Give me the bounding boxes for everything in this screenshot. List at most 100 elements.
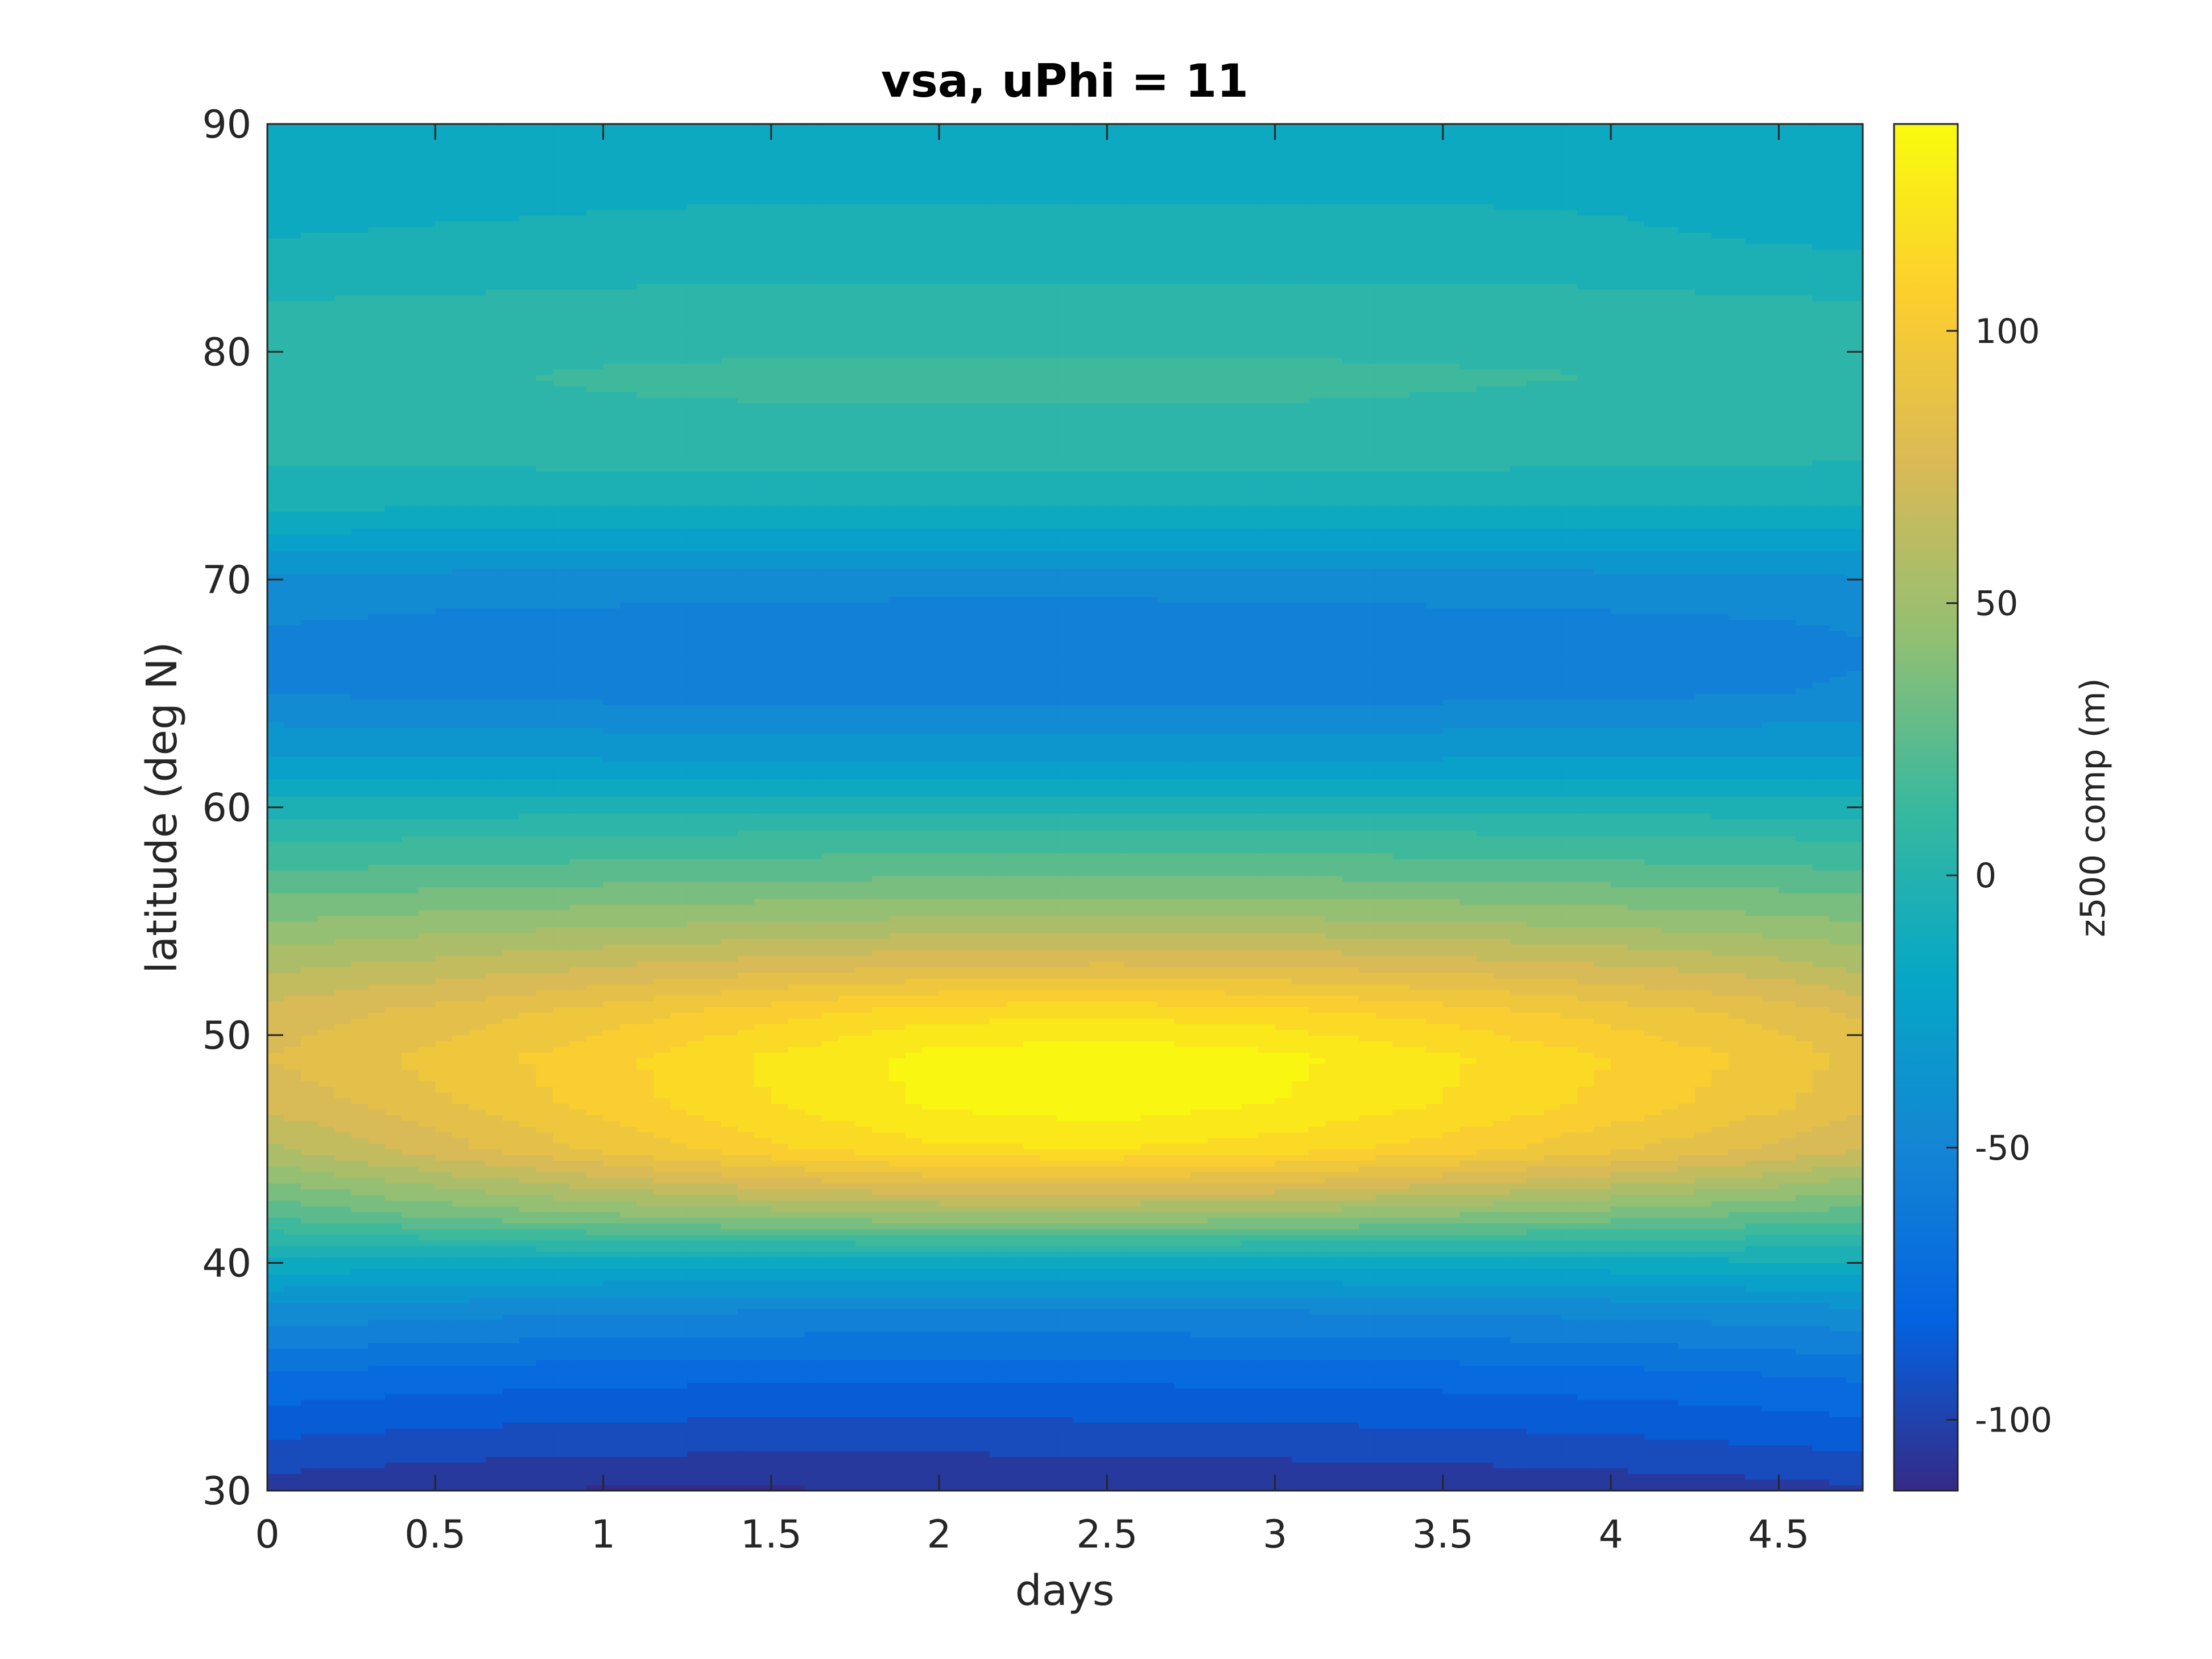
contour-cell — [989, 1217, 1007, 1224]
contour-cell — [384, 1280, 403, 1286]
contour-cell — [1325, 1211, 1343, 1218]
contour-cell — [939, 1206, 957, 1213]
contour-cell — [1308, 1285, 1326, 1292]
contour-cell — [586, 1422, 604, 1429]
contour-cell — [1644, 1285, 1662, 1292]
contour-cell — [519, 1217, 537, 1224]
contour-cell — [452, 1422, 470, 1429]
contour-cell — [284, 1206, 301, 1213]
contour-cell — [1359, 1342, 1376, 1349]
contour-cell — [1779, 1354, 1796, 1360]
contour-cell — [1779, 1376, 1796, 1383]
contour-cell — [687, 1246, 705, 1252]
contour-cell — [1829, 1365, 1847, 1372]
contour-cell — [384, 1484, 403, 1491]
contour-cell — [636, 1268, 654, 1275]
contour-cell — [536, 1365, 553, 1372]
contour-cell — [956, 1399, 973, 1406]
contour-cell — [855, 1399, 873, 1406]
contour-cell — [1627, 1422, 1645, 1429]
contour-cell — [1090, 1428, 1108, 1434]
contour-cell — [1375, 1314, 1394, 1321]
contour-cell — [1157, 1302, 1175, 1309]
contour-cell — [1459, 1308, 1477, 1315]
contour-cell — [368, 1280, 386, 1286]
contour-cell — [1661, 1456, 1679, 1463]
contour-cell — [804, 1325, 822, 1332]
contour-cell — [368, 1234, 386, 1241]
contour-cell — [1157, 1422, 1175, 1429]
contour-cell — [1762, 1342, 1780, 1349]
contour-cell — [1208, 1268, 1225, 1275]
contour-cell — [1711, 1382, 1729, 1389]
contour-cell — [1544, 1479, 1561, 1486]
contour-cell — [301, 1348, 319, 1355]
contour-cell — [1745, 1376, 1763, 1383]
contour-cell — [1023, 1337, 1041, 1343]
contour-cell — [1560, 1359, 1578, 1366]
contour-cell — [1275, 1257, 1292, 1264]
contour-cell — [704, 1200, 722, 1207]
contour-cell — [906, 1399, 923, 1406]
contour-cell — [1375, 1280, 1394, 1286]
contour-cell — [485, 1302, 503, 1309]
contour-cell — [1544, 1354, 1561, 1360]
contour-cell — [1560, 1405, 1578, 1412]
contour-cell — [502, 1428, 520, 1434]
contour-cell — [1493, 1467, 1511, 1474]
contour-cell — [1023, 1388, 1041, 1395]
contour-cell — [956, 1234, 973, 1241]
contour-cell — [1123, 1439, 1142, 1446]
contour-cell — [502, 1422, 520, 1429]
contour-cell — [1594, 1439, 1611, 1446]
contour-cell — [1056, 1206, 1074, 1213]
contour-cell — [1392, 1348, 1410, 1355]
contour-cell — [267, 1433, 285, 1440]
contour-cell — [1510, 1422, 1528, 1429]
contour-cell — [1426, 1194, 1444, 1201]
contour-cell — [1190, 1337, 1209, 1343]
contour-cell — [1325, 1274, 1343, 1281]
contour-cell — [469, 1450, 486, 1457]
contour-cell — [670, 1325, 688, 1332]
contour-cell — [368, 1354, 386, 1360]
contour-cell — [418, 1189, 436, 1195]
contour-cell — [368, 1240, 386, 1247]
contour-cell — [1174, 1433, 1192, 1440]
contour-cell — [1208, 1393, 1225, 1400]
contour-cell — [1594, 1365, 1611, 1372]
contour-cell — [804, 1189, 822, 1195]
contour-cell — [1107, 1274, 1124, 1281]
contour-cell — [989, 1240, 1007, 1247]
contour-cell — [1325, 1251, 1343, 1258]
contour-cell — [1644, 1410, 1662, 1417]
contour-cell — [1426, 1302, 1444, 1309]
contour-cell — [1292, 1234, 1309, 1241]
contour-cell — [418, 1462, 436, 1468]
contour-cell — [973, 1376, 990, 1383]
contour-cell — [737, 1189, 755, 1195]
contour-cell — [1275, 1268, 1292, 1275]
contour-cell — [1190, 1428, 1209, 1434]
contour-cell — [502, 1319, 520, 1326]
contour-cell — [1795, 1410, 1813, 1417]
contour-cell — [1544, 1217, 1561, 1224]
contour-cell — [1208, 1206, 1225, 1213]
contour-cell — [1442, 1376, 1461, 1383]
contour-cell — [603, 1484, 621, 1491]
contour-cell — [452, 1365, 470, 1372]
contour-cell — [1190, 1246, 1209, 1252]
contour-cell — [1493, 1462, 1511, 1468]
contour-cell — [1678, 1416, 1696, 1423]
contour-cell — [687, 1376, 705, 1383]
contour-cell — [1190, 1445, 1209, 1451]
contour-cell — [1140, 1428, 1158, 1434]
contour-cell — [771, 1462, 789, 1468]
contour-cell — [469, 1274, 486, 1281]
contour-cell — [1073, 1234, 1091, 1241]
contour-cell — [1342, 1342, 1360, 1349]
contour-cell — [1174, 1211, 1192, 1218]
contour-cell — [485, 1439, 503, 1446]
contour-cell — [654, 1359, 671, 1366]
contour-cell — [351, 1450, 369, 1457]
